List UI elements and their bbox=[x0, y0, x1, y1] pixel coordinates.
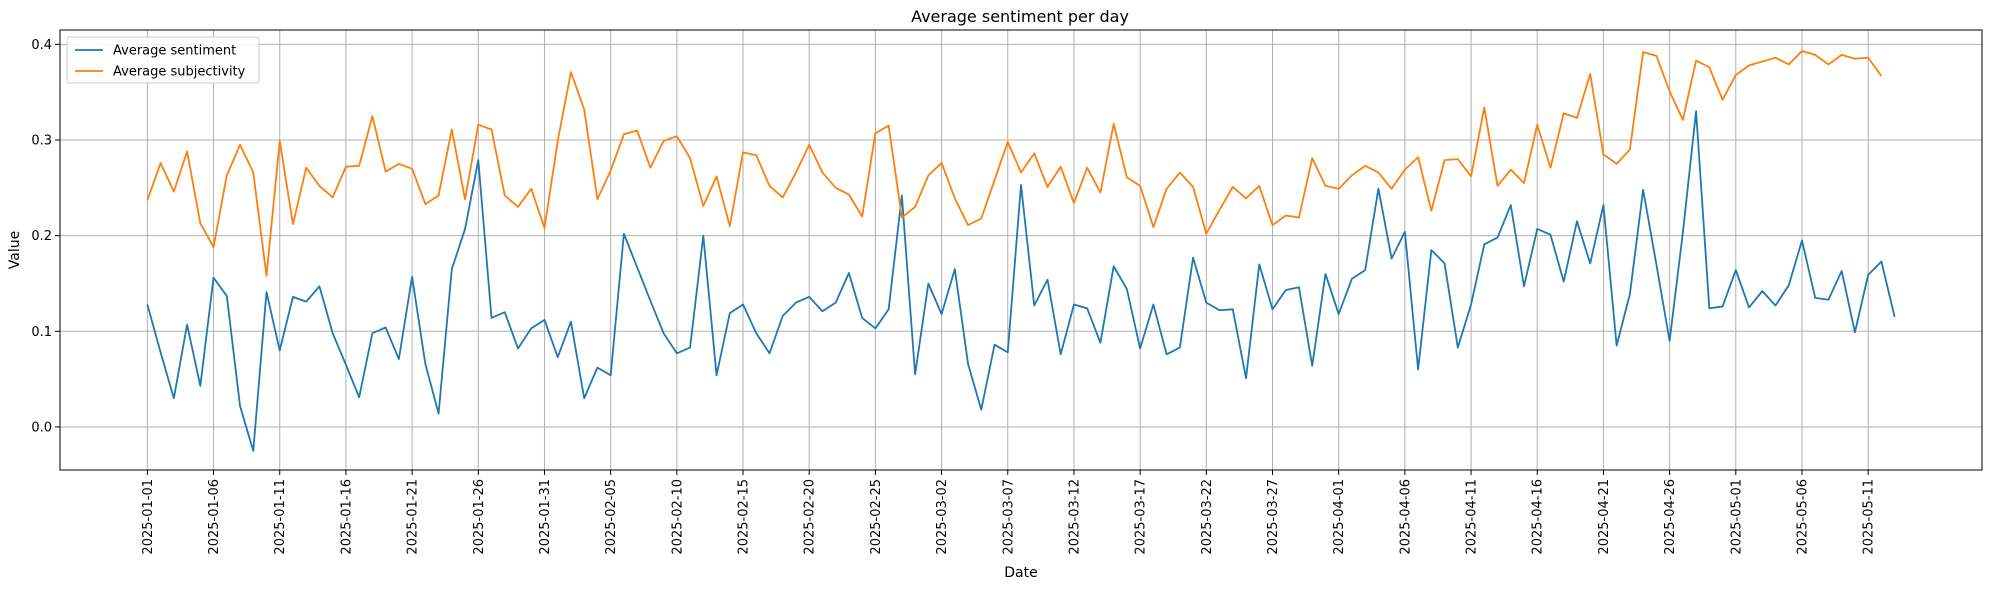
chart-title: Average sentiment per day bbox=[911, 7, 1129, 26]
x-tick-label: 2025-04-26 bbox=[1663, 479, 1678, 555]
series-line-1 bbox=[146, 50, 1883, 277]
y-tick-label: 0.0 bbox=[31, 420, 52, 435]
x-tick-label: 2025-02-15 bbox=[737, 479, 752, 555]
y-axis-ticks: 0.0 0.1 0.2 0.3 0.4 bbox=[31, 38, 60, 435]
x-tick-label: 2025-04-01 bbox=[1332, 479, 1347, 555]
x-tick-label: 2025-04-16 bbox=[1531, 479, 1546, 555]
series-line-0 bbox=[146, 110, 1896, 452]
y-tick-label: 0.1 bbox=[31, 325, 52, 340]
x-tick-label: 2025-03-02 bbox=[935, 479, 950, 555]
y-tick-label: 0.4 bbox=[31, 38, 52, 53]
x-tick-label: 2025-02-25 bbox=[869, 479, 884, 555]
x-axis-ticks: 2025-01-01 2025-01-06 2025-01-11 2025-01-16… bbox=[141, 470, 1877, 555]
series-lines bbox=[146, 50, 1896, 452]
grid-lines bbox=[60, 30, 1982, 470]
y-tick-label: 0.3 bbox=[31, 134, 52, 149]
x-tick-label: 2025-03-12 bbox=[1067, 479, 1082, 555]
x-tick-label: 2025-05-01 bbox=[1729, 479, 1744, 555]
y-axis-title: Value bbox=[7, 231, 23, 269]
x-tick-label: 2025-03-07 bbox=[1001, 479, 1016, 555]
x-tick-label: 2025-01-31 bbox=[538, 479, 553, 555]
x-tick-label: 2025-04-11 bbox=[1465, 479, 1480, 555]
legend: Average sentiment Average subjectivity bbox=[66, 36, 260, 84]
x-tick-label: 2025-01-06 bbox=[207, 479, 222, 555]
x-tick-label: 2025-01-11 bbox=[273, 479, 288, 555]
x-tick-label: 2025-05-11 bbox=[1862, 479, 1877, 555]
x-tick-label: 2025-05-06 bbox=[1795, 479, 1810, 555]
legend-label-1: Average subjectivity bbox=[113, 65, 246, 80]
legend-box bbox=[66, 36, 260, 84]
plot-area-frame bbox=[59, 29, 1983, 471]
x-tick-label: 2025-02-20 bbox=[803, 479, 818, 555]
x-axis-title: Date bbox=[1004, 565, 1037, 581]
x-tick-label: 2025-03-27 bbox=[1266, 479, 1281, 555]
x-tick-label: 2025-04-06 bbox=[1398, 479, 1413, 555]
x-tick-label: 2025-02-05 bbox=[604, 479, 619, 555]
x-tick-label: 2025-01-01 bbox=[141, 479, 156, 555]
x-tick-label: 2025-01-16 bbox=[339, 479, 354, 555]
x-tick-label: 2025-03-17 bbox=[1134, 479, 1149, 555]
x-tick-label: 2025-03-22 bbox=[1200, 479, 1215, 555]
y-tick-label: 0.2 bbox=[31, 229, 52, 244]
x-tick-label: 2025-02-10 bbox=[670, 479, 685, 555]
x-tick-label: 2025-01-21 bbox=[406, 479, 421, 555]
legend-label-0: Average sentiment bbox=[113, 44, 236, 59]
x-tick-label: 2025-04-21 bbox=[1597, 479, 1612, 555]
x-tick-label: 2025-01-26 bbox=[472, 479, 487, 555]
